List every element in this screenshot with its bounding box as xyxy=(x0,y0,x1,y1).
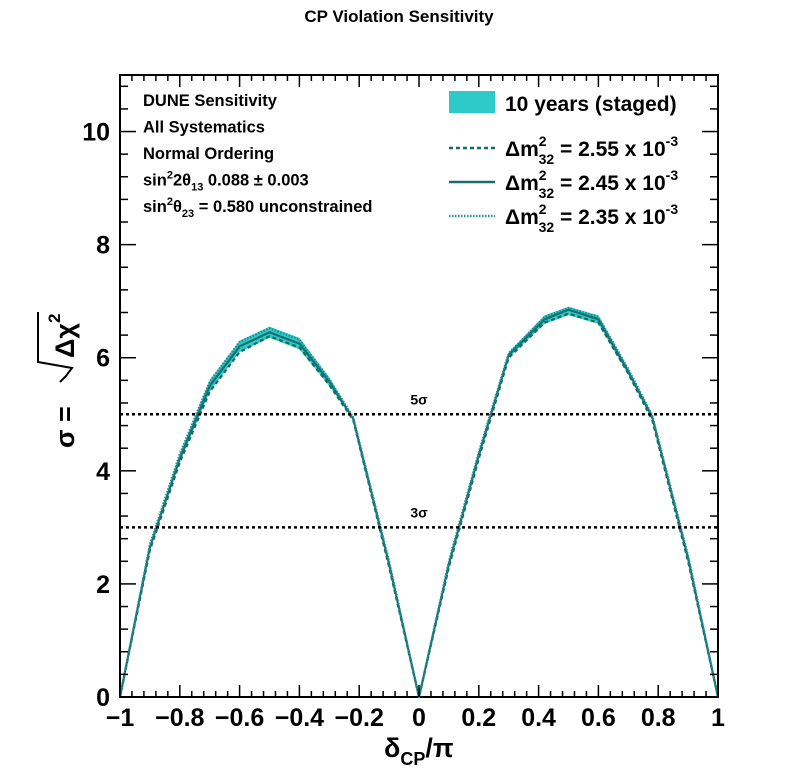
reference-lines: 5σ 3σ xyxy=(120,391,718,529)
x-tick-label: 0.8 xyxy=(641,704,676,732)
reference-label-2: 3σ xyxy=(410,504,428,520)
y-axis-label: σ = Δχ2 xyxy=(37,312,80,448)
legend-label-main-2: Δm xyxy=(505,172,539,195)
x-tick-label: −0.8 xyxy=(155,704,204,732)
info-line-5-part-3: θ xyxy=(173,198,182,216)
legend-label-sup-2: 2 xyxy=(539,167,547,183)
y-axis-label-radicand-base: Δχ xyxy=(50,323,80,358)
legend-label-main-1: Δm xyxy=(505,138,539,161)
legend-label-exp-1: -3 xyxy=(666,133,679,149)
info-line-4-part-3: 2θ xyxy=(173,172,191,190)
legend-label-series-3: Δm2 32 = 2.35 x 10-3 xyxy=(505,201,678,235)
y-axis-label-radicand-sup: 2 xyxy=(45,314,64,323)
x-tick-label: −0.6 xyxy=(215,704,264,732)
legend-label-series-1: Δm2 32 = 2.55 x 10-3 xyxy=(505,133,678,167)
y-tick-label: 6 xyxy=(96,345,110,373)
info-line-5-part-1: sin xyxy=(143,198,167,216)
info-line-1: DUNE Sensitivity xyxy=(143,92,278,110)
x-tick-label: 0.6 xyxy=(581,704,616,732)
legend-label-sub-1: 32 xyxy=(539,151,555,167)
x-axis-label-tail: /π xyxy=(425,733,453,763)
legend-label-sub-3: 32 xyxy=(539,219,555,235)
chart-title: CP Violation Sensitivity xyxy=(304,7,494,26)
x-tick-label: 1 xyxy=(711,704,725,732)
band-layer xyxy=(120,306,718,697)
x-axis-label: δCP/π xyxy=(384,733,454,769)
y-axis-label-main: σ = xyxy=(50,406,80,448)
y-tick-label: 2 xyxy=(96,571,110,599)
y-tick-label: 8 xyxy=(96,232,110,260)
legend-label-band: 10 years (staged) xyxy=(505,93,677,116)
y-tick-label: 0 xyxy=(96,684,110,712)
info-line-4-part-2: 2 xyxy=(167,170,173,182)
info-line-5: sin2θ23 = 0.580 unconstrained xyxy=(143,196,373,220)
legend-label-main-3: Δm xyxy=(505,206,539,229)
series-line-3 xyxy=(118,306,720,699)
x-axis-label-main: δ xyxy=(384,733,400,763)
legend-label-tail-1: = 2.55 x 10 xyxy=(554,138,666,161)
x-axis-label-sub: CP xyxy=(400,749,425,769)
info-line-2: All Systematics xyxy=(143,119,265,137)
sensitivity-band xyxy=(120,306,718,697)
info-line-5-part-4: 23 xyxy=(182,208,194,220)
legend-label-sub-2: 32 xyxy=(539,185,555,201)
legend-label-sup-3: 2 xyxy=(539,201,547,217)
y-tick-label: 4 xyxy=(96,458,110,486)
x-tick-label: −0.2 xyxy=(335,704,384,732)
legend-label-sup-1: 2 xyxy=(539,133,547,149)
x-tick-label: 0 xyxy=(412,704,426,732)
x-tick-label: −1 xyxy=(106,704,135,732)
x-axis: −1 −0.8 −0.6 −0.4 −0.2 0 0.2 0.4 0.6 0.8 1 xyxy=(106,75,725,732)
legend-label-series-2: Δm2 32 = 2.45 x 10-3 xyxy=(505,167,678,201)
legend-label-tail-2: = 2.45 x 10 xyxy=(554,172,666,195)
info-line-5-part-5: = 0.580 unconstrained xyxy=(194,198,372,216)
legend-label-exp-3: -3 xyxy=(666,201,679,217)
y-axis-label-radicand: Δχ2 xyxy=(45,314,80,358)
reference-label-1: 5σ xyxy=(410,391,428,407)
series-layer xyxy=(118,306,720,699)
info-line-4: sin22θ13 0.088 ± 0.003 xyxy=(143,170,309,194)
y-axis-label-radical xyxy=(37,312,74,383)
info-line-4-part-5: 0.088 ± 0.003 xyxy=(203,172,308,190)
x-tick-label: 0.2 xyxy=(461,704,496,732)
y-axis: 0 2 4 6 8 10 xyxy=(82,85,718,712)
x-tick-label: 0.4 xyxy=(521,704,556,732)
y-tick-label: 10 xyxy=(82,119,110,147)
x-tick-label: −0.4 xyxy=(275,704,324,732)
info-line-5-part-2: 2 xyxy=(167,196,173,208)
legend-swatch-band xyxy=(449,91,495,113)
legend-label-exp-2: -3 xyxy=(666,167,679,183)
info-line-4-part-1: sin xyxy=(143,172,167,190)
info-line-3: Normal Ordering xyxy=(143,145,274,163)
info-line-4-part-4: 13 xyxy=(191,182,203,194)
info-text: DUNE Sensitivity All Systematics Normal Or… xyxy=(143,92,373,220)
legend-label-tail-3: = 2.35 x 10 xyxy=(554,206,666,229)
